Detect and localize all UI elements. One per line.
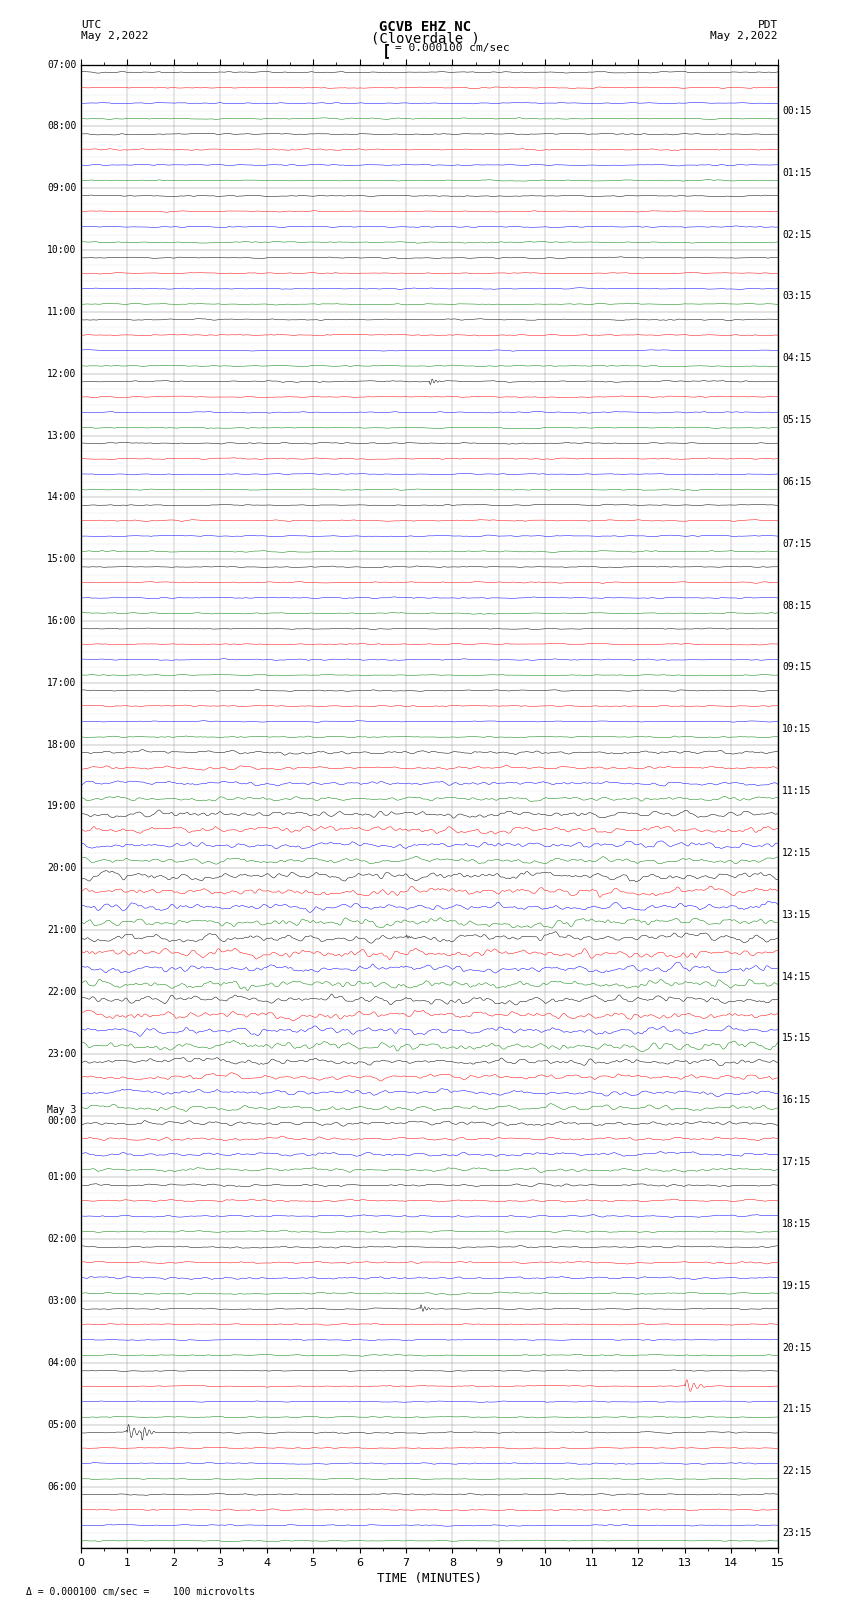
Text: [: [ [382,44,391,58]
Text: PDT: PDT [757,19,778,31]
Text: Δ = 0.000100 cm/sec =    100 microvolts: Δ = 0.000100 cm/sec = 100 microvolts [26,1587,255,1597]
Text: (Cloverdale ): (Cloverdale ) [371,31,479,45]
Text: May 2,2022: May 2,2022 [711,31,778,40]
X-axis label: TIME (MINUTES): TIME (MINUTES) [377,1573,482,1586]
Text: = 0.000100 cm/sec: = 0.000100 cm/sec [395,44,510,53]
Text: UTC: UTC [81,19,101,31]
Text: GCVB EHZ NC: GCVB EHZ NC [379,19,471,34]
Text: May 2,2022: May 2,2022 [81,31,148,40]
